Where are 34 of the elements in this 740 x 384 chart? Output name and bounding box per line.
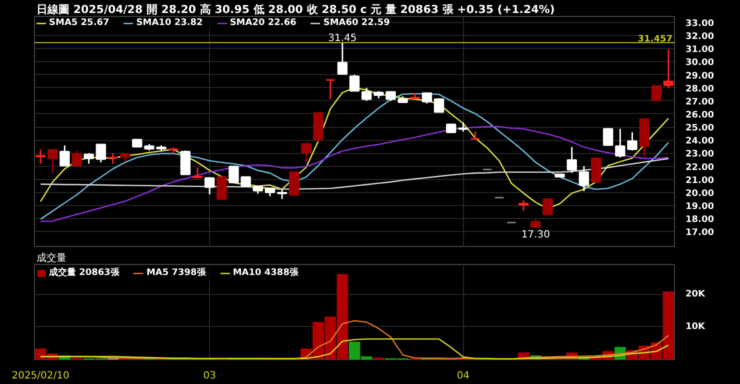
y-tick-label: 29.00 xyxy=(686,71,714,82)
x-tick-label: 2025/02/10 xyxy=(12,370,70,382)
y-tick-label: 10K xyxy=(686,322,706,332)
x-tick-label: 04 xyxy=(456,370,470,382)
legend-label: SMA10 23.82 xyxy=(136,18,203,28)
annotation: 31.45 xyxy=(328,32,357,44)
legend-label: 成交量 20863張 xyxy=(49,266,120,279)
y-tick-label: 24.00 xyxy=(686,136,714,147)
x-tick-label: 03 xyxy=(203,370,216,382)
chart-title: 成交量 xyxy=(36,252,66,264)
y-tick-label: 26.00 xyxy=(686,110,714,120)
y-tick-label: 19.00 xyxy=(686,202,714,212)
y-tick-label: 17.00 xyxy=(686,228,714,238)
y-tick-label: 20K xyxy=(686,289,706,300)
legend-label: MA10 4388張 xyxy=(232,266,298,279)
y-tick-label: 27.00 xyxy=(686,97,714,108)
y-tick-label: 23.00 xyxy=(686,150,714,160)
y-tick-label: 21.00 xyxy=(686,176,714,186)
y-tick-label: 33.00 xyxy=(686,19,714,30)
y-tick-label: 20.00 xyxy=(686,188,714,199)
legend-label: SMA20 22.66 xyxy=(230,18,296,28)
y-tick-label: 31.00 xyxy=(686,45,714,56)
legend-label: MA5 7398張 xyxy=(146,266,206,279)
legend-label: SMA60 22.59 xyxy=(323,18,390,28)
ref-line-label: 31.457 xyxy=(638,34,673,45)
y-tick-label: 30.00 xyxy=(686,58,714,68)
chart-title: 日線圖 2025/04/28 開 28.20 高 30.95 低 28.00 收 28.50 c 元 量 20863 張 +0.35 (+1.24%) xyxy=(36,3,555,16)
legend-label: SMA5 25.67 xyxy=(49,18,110,28)
y-tick-label: 18.00 xyxy=(686,215,714,226)
y-tick-label: 22.00 xyxy=(686,162,714,173)
annotation: 17.30 xyxy=(521,230,550,241)
y-tick-label: 32.00 xyxy=(686,32,714,42)
y-tick-label: 28.00 xyxy=(686,84,714,94)
y-tick-label: 25.00 xyxy=(686,124,714,134)
